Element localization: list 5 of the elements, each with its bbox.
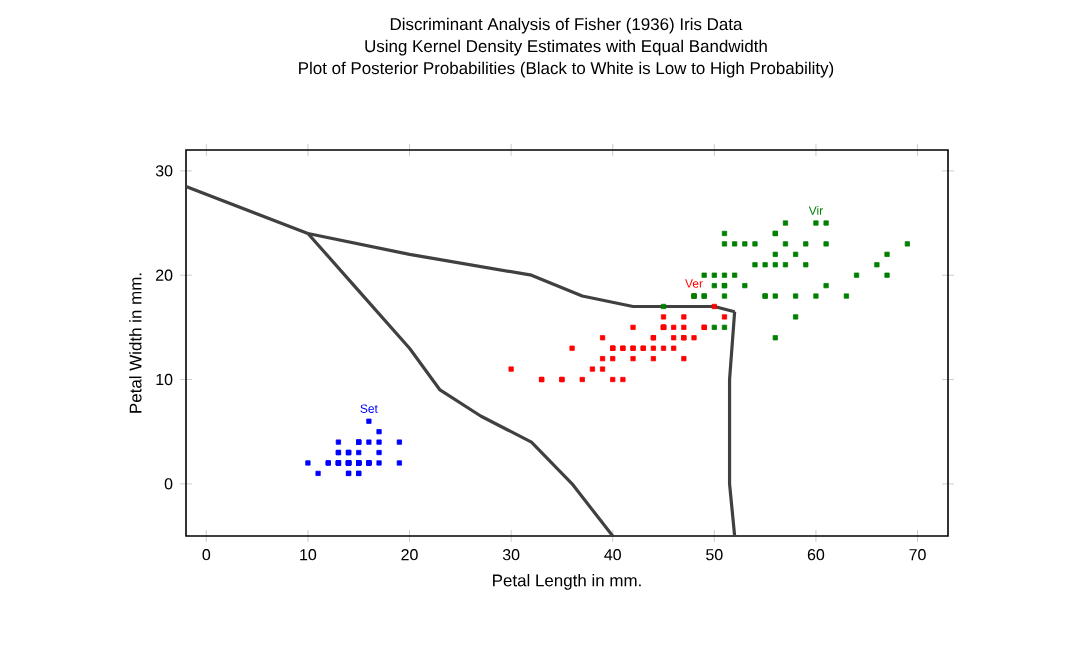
chart-title: Discriminant Analysis of Fisher (1936) Iris Data <box>390 17 743 34</box>
text: Plot of Posterior Probabilities (Black to White is Low to High Probability) <box>299 61 834 78</box>
x-axis-title: Petal Length in mm. <box>493 573 641 590</box>
y-axis-title: Petal Width in mm. <box>129 273 142 413</box>
chart-subtitle: Using Kernel Density Estimates with Equal Bandwidth <box>365 39 767 56</box>
